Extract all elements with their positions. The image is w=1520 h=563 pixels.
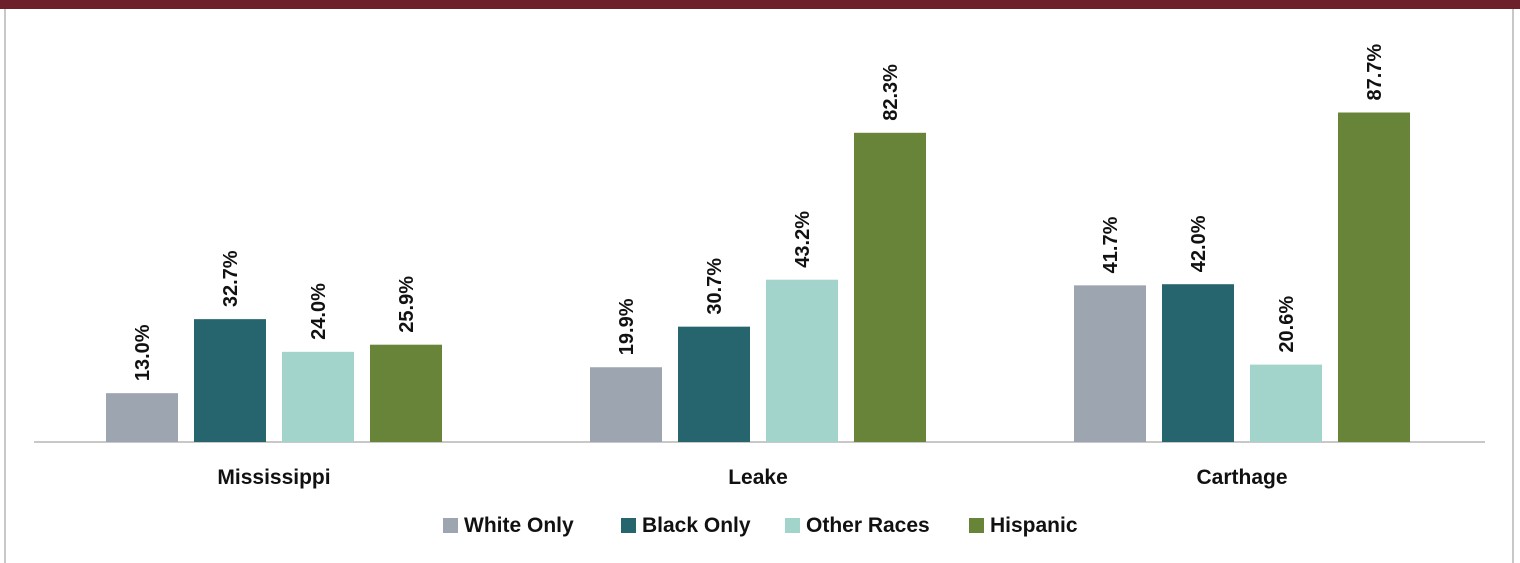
- header-bar: [0, 0, 1520, 9]
- legend-label-white-only: White Only: [464, 514, 574, 537]
- data-label-other-races-leake: 43.2%: [792, 211, 814, 268]
- data-label-hispanic-leake: 82.3%: [880, 64, 902, 121]
- bar-hispanic-carthage: [1338, 112, 1410, 442]
- legend-label-other-races: Other Races: [806, 514, 930, 537]
- data-label-hispanic-mississippi: 25.9%: [396, 276, 418, 333]
- category-label-leake: Leake: [728, 466, 788, 489]
- data-label-black-only-mississippi: 32.7%: [220, 250, 242, 307]
- bar-black-only-leake: [678, 326, 750, 442]
- bar-white-only-mississippi: [106, 393, 178, 442]
- bar-other-races-mississippi: [282, 351, 354, 442]
- chart-panel: [4, 9, 1514, 563]
- bar-hispanic-mississippi: [370, 344, 442, 442]
- data-label-other-races-carthage: 20.6%: [1276, 296, 1298, 353]
- data-label-black-only-leake: 30.7%: [704, 258, 726, 315]
- data-label-black-only-carthage: 42.0%: [1188, 215, 1210, 272]
- legend-swatch-black-only: [621, 518, 636, 533]
- bar-other-races-carthage: [1250, 364, 1322, 442]
- legend-swatch-white-only: [443, 518, 458, 533]
- data-label-white-only-leake: 19.9%: [616, 298, 638, 355]
- bar-other-races-leake: [766, 279, 838, 442]
- bar-white-only-leake: [590, 367, 662, 442]
- bar-black-only-carthage: [1162, 284, 1234, 442]
- legend-label-black-only: Black Only: [642, 514, 751, 537]
- bar-white-only-carthage: [1074, 285, 1146, 442]
- category-label-mississippi: Mississippi: [217, 466, 330, 489]
- bar-hispanic-leake: [854, 132, 926, 443]
- legend-swatch-hispanic: [969, 518, 984, 533]
- data-label-hispanic-carthage: 87.7%: [1364, 44, 1386, 101]
- category-label-carthage: Carthage: [1196, 466, 1287, 489]
- legend-label-hispanic: Hispanic: [990, 514, 1078, 537]
- data-label-other-races-mississippi: 24.0%: [308, 283, 330, 340]
- data-label-white-only-mississippi: 13.0%: [132, 324, 154, 381]
- bar-black-only-mississippi: [194, 319, 266, 442]
- data-label-white-only-carthage: 41.7%: [1100, 216, 1122, 273]
- legend-swatch-other-races: [785, 518, 800, 533]
